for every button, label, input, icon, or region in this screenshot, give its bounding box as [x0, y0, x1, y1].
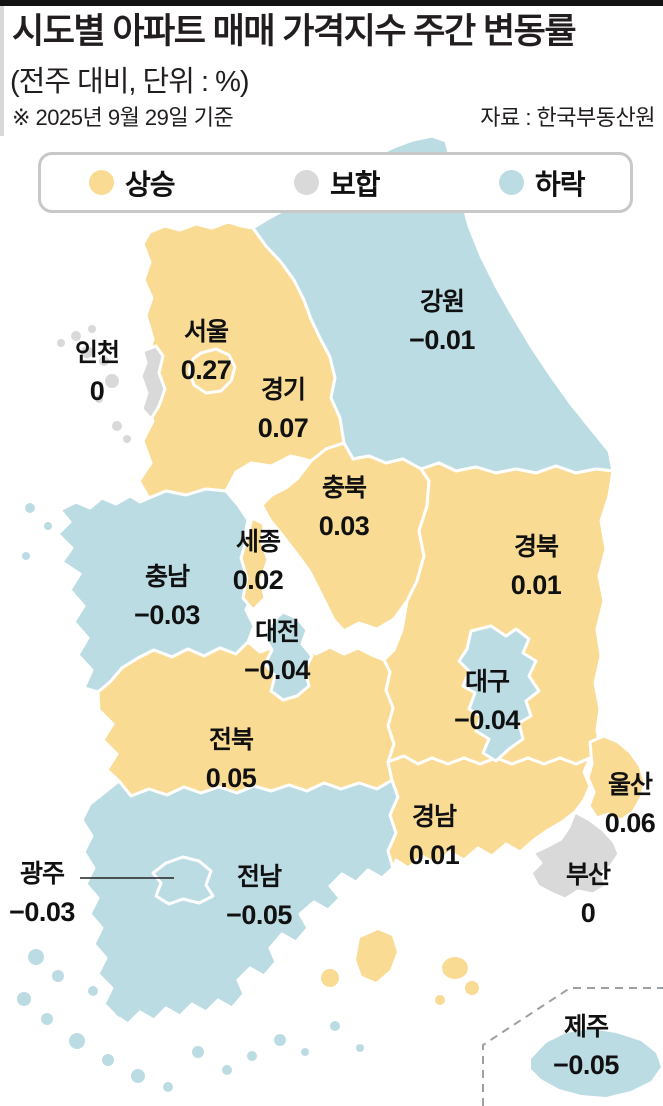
island [115, 1005, 127, 1017]
islands-incheon [57, 325, 131, 443]
island [105, 374, 119, 388]
region-shape-jeonnam [80, 778, 400, 1026]
left-edge-strip [0, 6, 4, 136]
region-shape-sejong [239, 516, 270, 612]
region-label-daegu: 대구 −0.04 [454, 668, 520, 735]
region-shape-seoul [187, 347, 237, 395]
island [52, 970, 64, 982]
island [321, 969, 339, 987]
jeju-inset-border [482, 987, 663, 1106]
island [99, 356, 109, 366]
legend-label: 보합 [330, 168, 381, 200]
region-shape-daejeon [262, 610, 314, 702]
island [442, 957, 468, 979]
island [435, 995, 445, 1005]
page-title: 시도별 아파트 매매 가격지수 주간 변동률 [12, 12, 577, 51]
region-label-ulsan: 울산 0.06 [604, 771, 656, 838]
region-shape-busan [529, 810, 621, 901]
island [41, 1013, 53, 1025]
region-shape-gyeongnam [386, 754, 592, 870]
islands-jeonnam [17, 949, 364, 1092]
region-label-sejong: 세종 0.02 [232, 528, 284, 595]
island [71, 331, 81, 341]
island [95, 395, 103, 403]
legend-label: 상승 [125, 168, 176, 200]
rise-dot-icon [89, 170, 114, 195]
region-label-busan: 부산 0 [565, 861, 611, 928]
legend-label: 하락 [535, 168, 586, 200]
region-shape-ulsan [586, 734, 647, 822]
region-label-chungnam: 충남 −0.03 [134, 563, 200, 630]
islands-chungnam [22, 503, 52, 560]
region-shape-jeju [531, 1029, 661, 1097]
island [57, 339, 65, 347]
legend-item-rise: 상승 [89, 155, 176, 210]
date-note: ※ 2025년 9월 29일 기준 [12, 105, 234, 130]
island [141, 956, 159, 974]
island [102, 1054, 114, 1066]
region-shape-daegu [457, 624, 541, 763]
region-label-gangwon: 강원 −0.01 [409, 288, 475, 355]
island [81, 346, 93, 358]
island [22, 552, 30, 560]
island [274, 1034, 286, 1046]
region-label-gyeonggi: 경기 0.07 [257, 376, 309, 443]
island [17, 992, 31, 1006]
island [88, 986, 98, 996]
region-shape-incheon [139, 344, 167, 421]
island [28, 949, 44, 965]
island [123, 435, 131, 443]
top-rule [0, 0, 663, 6]
island [301, 1048, 309, 1056]
region-label-chungbuk: 충북 0.03 [318, 474, 370, 541]
region-label-seoul: 서울 0.27 [180, 318, 232, 385]
region-label-jeonbuk: 전북 0.05 [205, 726, 257, 793]
flat-dot-icon [294, 170, 319, 195]
region-label-jeju: 제주 −0.05 [553, 1013, 619, 1080]
island [192, 1046, 204, 1058]
legend-item-flat: 보합 [294, 155, 381, 210]
fall-dot-icon [499, 170, 524, 195]
source-credit: 자료 : 한국부동산원 [480, 105, 655, 130]
island [163, 1082, 173, 1092]
legend-item-fall: 하락 [499, 155, 586, 210]
region-label-gyeongbuk: 경북 0.01 [510, 533, 562, 600]
island [147, 997, 157, 1007]
island [179, 972, 191, 984]
island [356, 1044, 364, 1052]
island [69, 1033, 85, 1049]
region-label-jeonnam: 전남 −0.05 [226, 863, 292, 930]
island [44, 522, 52, 530]
region-label-daejeon: 대전 −0.04 [244, 618, 310, 685]
island [112, 421, 122, 431]
island [330, 1021, 340, 1031]
islands-gyeongnam [321, 930, 479, 1005]
island [465, 981, 479, 995]
island [356, 930, 397, 982]
island [247, 1051, 257, 1061]
region-label-incheon: 인천 0 [74, 339, 120, 406]
page-subtitle: (전주 대비, 단위 : %) [10, 66, 250, 98]
island [88, 325, 96, 333]
region-label-gwangju: 광주 −0.03 [9, 860, 75, 927]
island [222, 1065, 232, 1075]
legend: 상승 보합 하락 [38, 152, 633, 213]
region-shape-gwangju [151, 855, 215, 906]
island [131, 1069, 145, 1083]
region-label-gyeongnam: 경남 0.01 [408, 803, 460, 870]
island [25, 503, 35, 513]
